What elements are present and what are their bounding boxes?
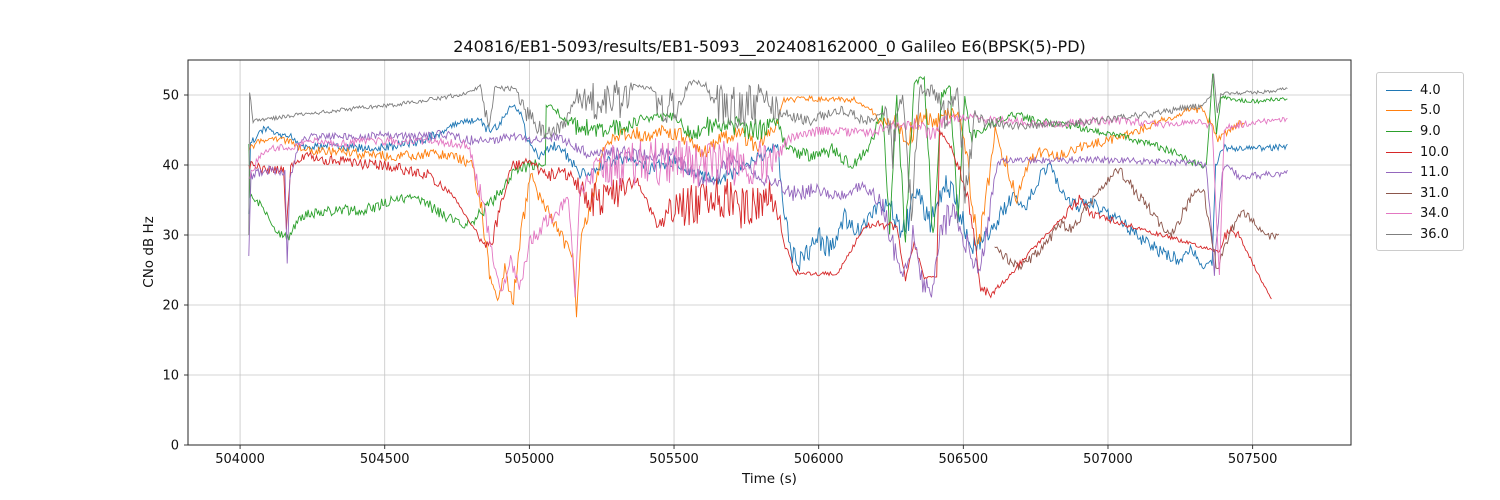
legend-item-4.0: 4.0: [1377, 80, 1463, 101]
series-line-10.0: [248, 130, 1272, 300]
y-tick-label: 40: [162, 159, 179, 174]
legend-item-9.0: 9.0: [1377, 121, 1463, 142]
x-tick-label: 504000: [215, 452, 265, 467]
series-line-5.0: [248, 94, 1245, 318]
y-tick-label: 10: [162, 369, 179, 384]
legend-item-10.0: 10.0: [1377, 142, 1463, 163]
x-tick-label: 506000: [794, 452, 844, 467]
legend-line-swatch: [1386, 89, 1412, 91]
y-tick-label: 50: [162, 89, 179, 104]
legend-label: 34.0: [1420, 206, 1449, 222]
x-tick-label: 505500: [649, 452, 699, 467]
legend-line-swatch: [1386, 172, 1412, 174]
series-line-31.0: [994, 167, 1279, 271]
legend-item-11.0: 11.0: [1377, 162, 1463, 183]
legend-line-swatch: [1386, 130, 1412, 132]
legend-item-31.0: 31.0: [1377, 183, 1463, 204]
x-tick-label: 507000: [1083, 452, 1133, 467]
legend-item-36.0: 36.0: [1377, 224, 1463, 245]
y-tick-label: 20: [162, 299, 179, 314]
legend-item-5.0: 5.0: [1377, 101, 1463, 122]
legend-line-swatch: [1386, 233, 1412, 235]
legend-label: 5.0: [1420, 103, 1441, 119]
legend-line-swatch: [1386, 151, 1412, 153]
legend-item-34.0: 34.0: [1377, 204, 1463, 225]
series-line-34.0: [248, 112, 1288, 298]
legend-label: 36.0: [1420, 226, 1449, 242]
y-tick-label: 30: [162, 229, 179, 244]
legend-line-swatch: [1386, 213, 1412, 215]
x-tick-label: 506500: [939, 452, 989, 467]
legend-label: 31.0: [1420, 185, 1449, 201]
x-tick-label: 507500: [1228, 452, 1278, 467]
x-axis-label: Time (s): [742, 471, 797, 487]
legend-line-swatch: [1386, 192, 1412, 194]
series-line-9.0: [248, 73, 1288, 243]
chart-title: 240816/EB1-5093/results/EB1-5093__202408…: [453, 37, 1086, 56]
x-tick-label: 505000: [505, 452, 555, 467]
x-tick-label: 504500: [360, 452, 410, 467]
legend-label: 11.0: [1420, 165, 1449, 181]
legend-line-swatch: [1386, 110, 1412, 112]
series-line-4.0: [248, 104, 1288, 272]
legend: 4.0 5.0 9.0 10.0 11.0 31.0 34.0 36.0: [1376, 72, 1464, 251]
legend-label: 10.0: [1420, 144, 1449, 160]
series-line-11.0: [248, 129, 1288, 298]
series-line-36.0: [248, 73, 1288, 236]
legend-label: 9.0: [1420, 123, 1441, 139]
legend-label: 4.0: [1420, 82, 1441, 98]
y-tick-label: 0: [171, 439, 179, 454]
